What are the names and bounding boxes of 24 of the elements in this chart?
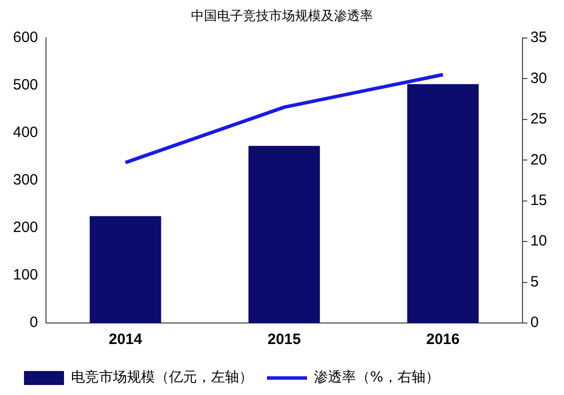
y-tick-label: 100 — [12, 266, 38, 284]
x-tick-label: 2015 — [267, 331, 301, 348]
y2-tick-label: 35 — [530, 29, 548, 46]
y2-tick-label: 20 — [530, 151, 548, 168]
y2-tick-label: 15 — [530, 192, 548, 209]
y2-tick-label: 30 — [530, 70, 548, 87]
bar — [90, 216, 162, 323]
y-tick-label: 500 — [12, 76, 38, 94]
bar — [248, 146, 320, 323]
y-tick-label: 0 — [30, 314, 38, 332]
y2-tick-label: 0 — [530, 314, 539, 332]
y2-tick-label: 5 — [530, 273, 539, 290]
y-tick-label: 600 — [12, 29, 38, 46]
chart-title: 中国电子竞技市场规模及渗透率 — [190, 8, 374, 26]
y-tick-label: 300 — [12, 172, 38, 189]
legend-label: 电竞市场规模（亿元，左轴） — [71, 370, 253, 386]
x-tick-label: 2016 — [426, 331, 460, 348]
y-tick-label: 200 — [12, 219, 38, 236]
y2-tick-label: 25 — [530, 110, 548, 128]
y-tick-label: 400 — [12, 124, 38, 142]
y2-tick-label: 10 — [530, 232, 548, 250]
bar — [407, 84, 479, 323]
x-tick-label: 2014 — [108, 331, 143, 348]
legend-label: 渗透率（%，右轴） — [314, 370, 440, 386]
